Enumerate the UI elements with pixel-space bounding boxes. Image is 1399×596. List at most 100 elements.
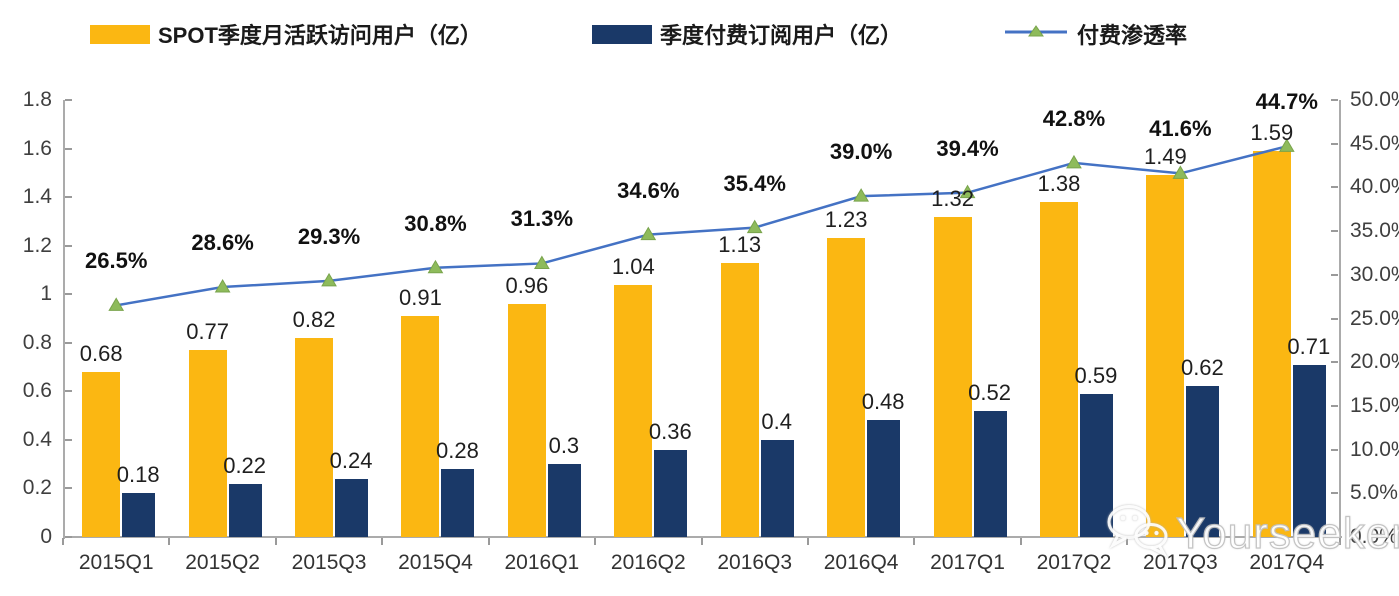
- bar-mau: [295, 337, 334, 537]
- bar-paid: [1292, 364, 1326, 537]
- y-axis-right-label: 40.0%: [1350, 175, 1399, 199]
- penetration-legend-label: 付费渗透率: [1077, 23, 1188, 48]
- legend-item-penetration: 付费渗透率: [1005, 20, 1187, 48]
- penetration-marker: [534, 255, 550, 269]
- bar-paid-value-label: 0.48: [861, 389, 905, 415]
- legend-item-mau: SPOT季度月活跃访问用户（亿）: [90, 20, 482, 48]
- bar-mau: [720, 262, 759, 537]
- y-axis-right-label: 20.0%: [1350, 350, 1399, 374]
- bar-paid: [654, 449, 688, 537]
- y-axis-left-label: 1.6: [22, 136, 52, 160]
- x-axis-category-label: 2017Q4: [1249, 551, 1325, 574]
- bar-mau: [933, 216, 972, 537]
- y-axis-left-tick: [65, 99, 72, 101]
- x-axis-category-label: 2016Q1: [504, 551, 580, 574]
- penetration-marker: [214, 279, 231, 293]
- y-axis-right-label: 50.0%: [1350, 88, 1399, 111]
- y-axis-left-tick: [65, 390, 72, 393]
- bar-mau: [82, 371, 121, 537]
- bar-mau-value-label: 0.77: [186, 319, 230, 345]
- penetration-value-label: 41.6%: [1149, 116, 1212, 142]
- y-axis-right-tick: [1331, 142, 1338, 145]
- bar-mau: [507, 303, 546, 537]
- y-axis-left-label: 1.8: [22, 88, 52, 111]
- y-axis-right-tick: [1331, 273, 1338, 276]
- y-axis-left-tick: [65, 244, 72, 247]
- x-axis-category-label: 2016Q4: [823, 551, 899, 574]
- y-axis-left: [63, 100, 65, 539]
- y-axis-right-tick: [1331, 492, 1338, 495]
- y-axis-left-label: 1.4: [22, 185, 52, 209]
- x-axis-tick: [62, 538, 64, 545]
- bar-mau: [1039, 201, 1078, 537]
- wechat-icon: [1106, 503, 1170, 564]
- x-axis-tick: [1339, 538, 1341, 545]
- y-axis-left-label: 1.2: [22, 233, 52, 257]
- x-axis-category-label: 2016Q3: [717, 551, 793, 574]
- bar-paid-value-label: 0.24: [329, 447, 373, 473]
- penetration-value-label: 28.6%: [191, 230, 254, 256]
- penetration-line: [115, 145, 1288, 307]
- y-axis-right-tick: [1331, 361, 1338, 364]
- y-axis-left-label: 0.2: [22, 476, 52, 500]
- penetration-marker: [108, 297, 125, 311]
- paid-legend-label: 季度付费订阅用户（亿）: [660, 23, 903, 48]
- bar-mau: [1252, 150, 1291, 537]
- bar-mau-value-label: 0.68: [79, 340, 123, 366]
- bar-mau-value-label: 0.82: [292, 306, 336, 332]
- bar-mau: [188, 350, 227, 537]
- penetration-value-label: 34.6%: [617, 177, 680, 203]
- penetration-value-label: 44.7%: [1255, 89, 1318, 115]
- bar-mau: [1146, 175, 1185, 537]
- y-axis-left-tick: [65, 293, 72, 296]
- y-axis-left-tick: [65, 341, 72, 344]
- bar-paid-value-label: 0.4: [761, 408, 792, 434]
- y-axis-right-label: 35.0%: [1350, 219, 1399, 243]
- y-axis-right-tick: [1331, 186, 1338, 189]
- bar-mau-value-label: 0.96: [505, 272, 549, 298]
- bar-paid: [335, 478, 369, 537]
- bar-mau-value-label: 1.59: [1250, 119, 1294, 145]
- bar-paid: [973, 410, 1007, 537]
- watermark-text: Yourseeker: [1175, 508, 1399, 558]
- bar-paid-value-label: 0.62: [1180, 355, 1224, 381]
- bar-mau: [614, 284, 653, 537]
- y-axis-right-label: 45.0%: [1350, 131, 1399, 155]
- legend-item-paid: 季度付费订阅用户（亿）: [592, 20, 902, 48]
- y-axis-left-tick: [65, 487, 72, 490]
- y-axis-left-label: 1: [40, 282, 52, 306]
- y-axis-left-tick: [65, 196, 72, 199]
- bar-mau-value-label: 1.32: [931, 185, 974, 211]
- bar-paid-value-label: 0.3: [548, 433, 580, 459]
- mau-legend-swatch: [90, 24, 150, 44]
- penetration-marker: [321, 272, 337, 287]
- x-axis: [63, 536, 1342, 538]
- bar-paid: [1079, 393, 1113, 537]
- x-axis-tick: [594, 538, 597, 545]
- penetration-marker: [427, 259, 444, 274]
- penetration-value-label: 30.8%: [404, 210, 467, 236]
- bar-mau-value-label: 1.38: [1037, 170, 1081, 196]
- y-axis-left-label: 0: [40, 525, 52, 548]
- penetration-value-label: 29.3%: [297, 223, 361, 249]
- bar-paid: [760, 439, 794, 537]
- x-axis-category-label: 2015Q1: [78, 551, 154, 574]
- penetration-marker: [640, 226, 657, 241]
- x-axis-category-label: 2015Q4: [398, 551, 473, 574]
- paid-legend-swatch: [592, 24, 652, 44]
- bar-paid: [122, 493, 156, 537]
- x-axis-category-label: 2017Q3: [1143, 551, 1218, 574]
- watermark: Yourseeker: [1106, 503, 1399, 564]
- bar-paid: [547, 464, 581, 537]
- penetration-value-label: 39.0%: [829, 139, 893, 165]
- bar-paid-value-label: 0.18: [116, 462, 160, 488]
- penetration-marker: [1066, 154, 1082, 169]
- x-axis-tick: [274, 538, 277, 545]
- bar-mau: [401, 316, 440, 537]
- y-axis-left-tick: [65, 147, 72, 150]
- y-axis-right-label: 10.0%: [1350, 437, 1399, 461]
- bar-mau-value-label: 1.23: [824, 207, 868, 233]
- y-axis-left-label: 0.4: [22, 427, 52, 451]
- bar-paid: [228, 483, 262, 537]
